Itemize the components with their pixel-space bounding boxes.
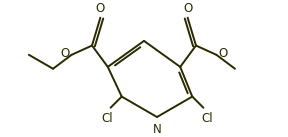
Text: N: N	[153, 123, 161, 136]
Text: Cl: Cl	[101, 112, 113, 125]
Text: O: O	[96, 2, 105, 15]
Text: O: O	[60, 47, 70, 60]
Text: O: O	[218, 47, 228, 60]
Text: Cl: Cl	[201, 112, 213, 125]
Text: O: O	[183, 2, 192, 15]
